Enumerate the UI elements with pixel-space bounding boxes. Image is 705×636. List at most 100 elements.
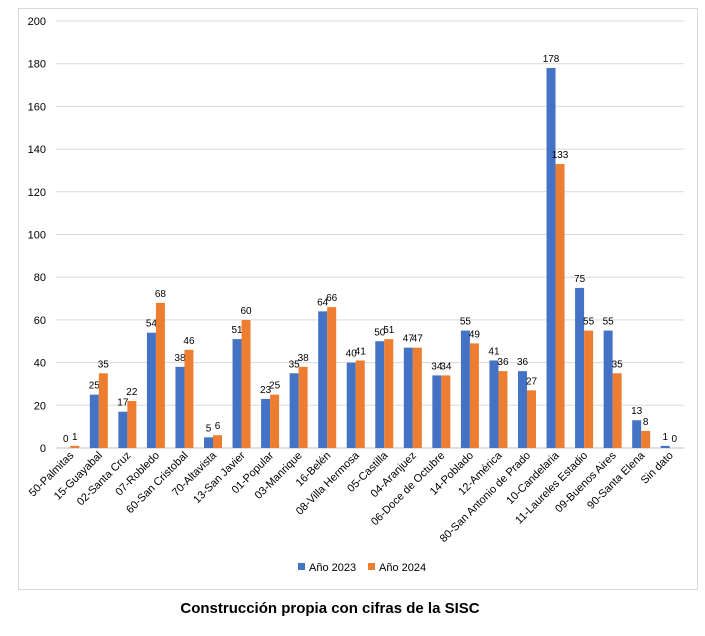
bar-2023	[118, 411, 128, 448]
legend-label: Año 2023	[309, 562, 356, 574]
bar-2023	[204, 437, 213, 448]
y-tick-label: 20	[34, 400, 46, 412]
legend-swatch-2023	[298, 563, 305, 570]
bar-2024	[612, 373, 622, 448]
data-label: 34	[440, 361, 452, 372]
bar-2023	[375, 341, 385, 448]
data-label: 55	[460, 317, 472, 328]
bar-2023	[660, 445, 670, 448]
bar-2023	[175, 366, 185, 448]
data-label: 5	[206, 423, 212, 434]
legend-swatch-2024	[368, 563, 375, 570]
bar-2023	[603, 330, 613, 448]
data-label: 178	[543, 54, 560, 65]
data-label: 13	[631, 406, 643, 417]
data-label: 66	[326, 293, 338, 304]
data-label: 1	[662, 432, 668, 443]
data-label: 35	[612, 359, 624, 370]
data-label: 40	[346, 349, 358, 360]
bar-2024	[184, 349, 194, 448]
bar-2024	[584, 330, 594, 448]
data-label: 47	[403, 334, 415, 345]
data-label: 41	[488, 346, 500, 357]
data-label: 51	[231, 325, 243, 336]
bar-2023	[632, 420, 642, 448]
data-label: 22	[126, 387, 138, 398]
chart-frame	[18, 8, 698, 590]
bar-2023	[261, 398, 271, 448]
data-label: 47	[412, 334, 424, 345]
data-label: 55	[583, 317, 595, 328]
bar-2023	[146, 332, 156, 448]
data-label: 1	[72, 432, 78, 443]
bar-2024	[412, 347, 422, 448]
y-tick-label: 80	[34, 272, 46, 284]
bar-2024	[384, 339, 394, 448]
data-label: 23	[260, 385, 272, 396]
y-tick-label: 100	[28, 230, 46, 242]
y-tick-label: 160	[28, 101, 46, 113]
bar-2023	[546, 67, 556, 448]
bar-2024	[355, 360, 365, 448]
bar-2023	[518, 371, 527, 448]
data-label: 0	[63, 434, 69, 445]
data-label: 25	[89, 381, 101, 392]
bar-2023	[403, 347, 413, 448]
bar-2024	[527, 390, 536, 448]
data-label: 46	[183, 336, 195, 347]
bar-2023	[346, 362, 356, 448]
data-label: 6	[215, 421, 221, 432]
y-tick-label: 140	[28, 144, 46, 156]
bar-2024	[270, 394, 280, 448]
bar-2023	[318, 311, 328, 448]
data-label: 36	[517, 357, 529, 368]
bar-2023	[575, 287, 585, 448]
data-label: 25	[269, 381, 281, 392]
data-label: 36	[497, 357, 509, 368]
y-tick-label: 120	[28, 187, 46, 199]
y-tick-label: 0	[40, 443, 46, 455]
bar-2024	[298, 366, 308, 448]
y-tick-label: 180	[28, 59, 46, 71]
bar-2024	[70, 445, 80, 448]
bar-2023	[289, 373, 299, 448]
data-label: 75	[574, 274, 586, 285]
y-tick-label: 40	[34, 358, 46, 370]
data-label: 34	[431, 361, 443, 372]
data-label: 35	[98, 359, 110, 370]
bar-2024	[441, 375, 451, 448]
data-label: 60	[240, 306, 252, 317]
data-label: 0	[671, 434, 677, 445]
bar-2023	[489, 360, 499, 448]
bar-2023	[232, 339, 242, 448]
data-label: 49	[469, 329, 481, 340]
data-label: 17	[117, 398, 129, 409]
bar-2024	[327, 307, 337, 448]
data-label: 8	[643, 417, 649, 428]
chart-caption: Construcción propia con cifras de la SIS…	[180, 600, 480, 617]
y-tick-label: 200	[28, 16, 46, 28]
bar-2024	[127, 401, 137, 448]
data-label: 35	[289, 359, 301, 370]
data-label: 27	[526, 376, 538, 387]
data-label: 38	[174, 353, 186, 364]
bar-2023	[432, 375, 442, 448]
bar-2023	[89, 394, 99, 448]
bar-2024	[498, 371, 508, 448]
bar-2023	[460, 330, 470, 448]
data-label: 50	[374, 327, 386, 338]
data-label: 68	[155, 289, 167, 300]
legend-label: Año 2024	[379, 562, 426, 574]
data-label: 41	[355, 346, 367, 357]
bar-2024	[241, 319, 251, 448]
data-label: 55	[603, 317, 615, 328]
data-label: 38	[298, 353, 310, 364]
data-label: 54	[146, 319, 158, 330]
bar-2024	[213, 435, 222, 448]
bar-2024	[469, 343, 479, 448]
bar-2024	[98, 373, 108, 448]
bar-2024	[641, 430, 651, 448]
data-label: 51	[383, 325, 395, 336]
data-label: 133	[552, 150, 569, 161]
